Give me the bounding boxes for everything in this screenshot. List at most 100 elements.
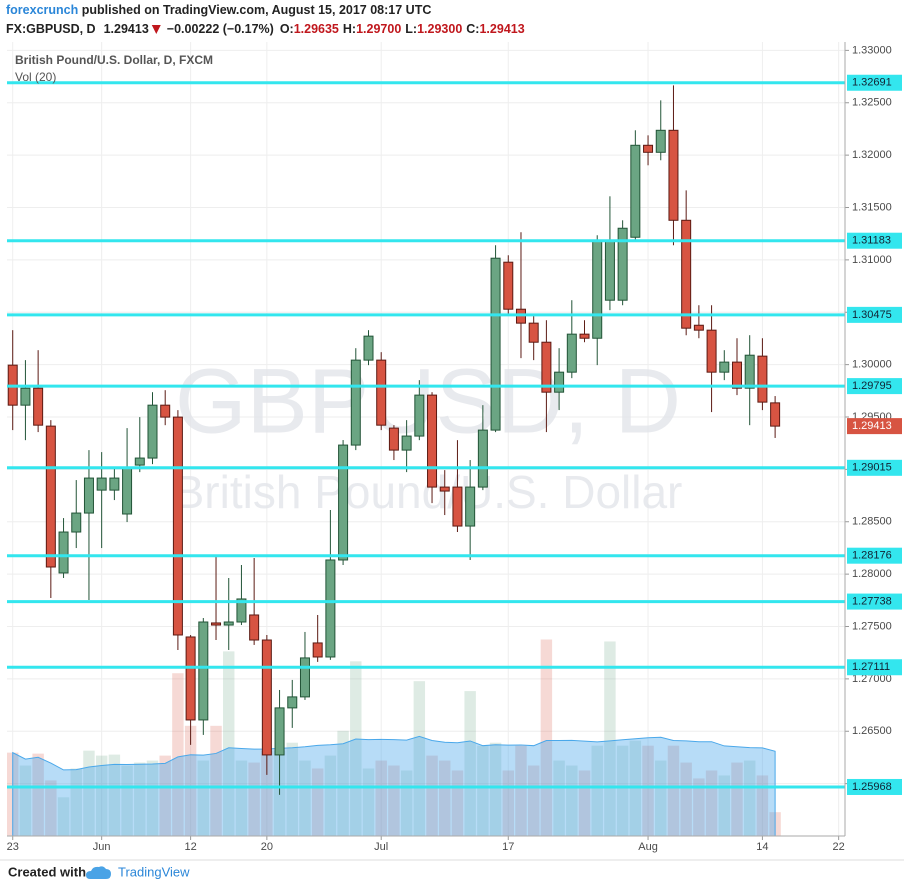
volume-bar (235, 760, 248, 836)
level-label: 1.31183 (852, 235, 891, 247)
header-line: forexcrunch published on TradingView.com… (6, 3, 431, 17)
volume-bar (70, 768, 82, 836)
level-label: 1.29795 (852, 380, 892, 392)
candle-body (681, 219, 692, 329)
ohlc-value: 1.29300 (417, 22, 462, 36)
volume-bar (680, 762, 692, 836)
y-tick-label: 1.32500 (852, 97, 892, 109)
candle-body (33, 387, 44, 426)
footer-brand[interactable]: TradingView (118, 864, 190, 879)
volume-bar (159, 755, 171, 836)
x-tick-label: Aug (638, 841, 658, 853)
volume-bar (83, 750, 95, 836)
volume-bar (604, 641, 616, 836)
candle-body (20, 387, 31, 406)
volume-bar (489, 742, 502, 836)
volume-bar (350, 661, 362, 836)
volume-bar (413, 681, 426, 836)
level-label: 1.25968 (852, 781, 892, 793)
candle-body (592, 239, 603, 339)
ohlc-value: 1.29413 (479, 22, 524, 36)
level-label: 1.28176 (852, 550, 892, 562)
x-tick-label: 22 (833, 841, 845, 853)
y-tick-label: 1.26500 (852, 725, 892, 737)
candle-body (172, 416, 183, 636)
candle-body (58, 531, 69, 574)
candle-body (312, 642, 323, 658)
legend-entry: British Pound/U.S. Dollar, D, FXCM (15, 53, 213, 67)
level-label-box (847, 74, 902, 91)
y-tick-label: 1.27000 (852, 673, 892, 685)
volume-bar (324, 755, 337, 836)
x-tick-label: Jun (93, 841, 111, 853)
candle-body (566, 333, 577, 373)
candle-body (452, 486, 463, 527)
volume-bar (146, 760, 159, 836)
down-arrow (151, 25, 161, 34)
y-tick-label: 1.31000 (852, 254, 892, 266)
volume-bar (197, 760, 210, 836)
candle-body (731, 361, 742, 389)
candle-body (198, 621, 209, 721)
volume-bar (261, 750, 273, 836)
candle-body (541, 341, 552, 393)
candle-body (757, 355, 768, 403)
candle-body (249, 614, 260, 641)
candle-body (185, 636, 196, 721)
candle-body (160, 404, 171, 418)
candle-body (350, 359, 361, 446)
change: −0.00222 (−0.17%) (167, 22, 274, 36)
candle-body (325, 559, 336, 658)
y-tick-label: 1.31500 (852, 201, 892, 213)
volume-bar (337, 730, 349, 836)
published: published on TradingView.com, August 15,… (82, 3, 432, 17)
candle-body (617, 227, 628, 301)
x-tick-label: 14 (756, 841, 768, 853)
candle-body (388, 427, 399, 451)
candle-body (465, 486, 476, 527)
candle-body (439, 486, 450, 492)
x-tick-label: 17 (502, 841, 514, 853)
volume-bar (439, 760, 451, 836)
candle-body (477, 429, 488, 488)
legend-entry: Vol (20) (15, 70, 56, 84)
level-label: 1.32691 (852, 77, 892, 89)
volume-bar (527, 765, 540, 836)
quote-line: FX:GBPUSD, D 1.29413 −0.00222 (−0.17%) O:1.… (6, 22, 525, 36)
candle-body (490, 257, 501, 431)
candle-body (719, 361, 730, 373)
candle-body (274, 707, 285, 756)
volume-bar (299, 760, 311, 836)
volume-bar (95, 755, 108, 836)
publisher[interactable]: forexcrunch (6, 3, 78, 17)
ohlc-label: H: (343, 22, 356, 36)
volume-bar (108, 754, 121, 836)
volume-bar (172, 673, 184, 836)
level-label-box (847, 378, 902, 395)
candle-body (503, 261, 514, 310)
candle-body (414, 394, 425, 437)
volume-bar (388, 765, 400, 836)
candle-body (363, 335, 374, 361)
volume-bar (311, 768, 324, 836)
level-label-box (847, 306, 902, 323)
symbol: FX:GBPUSD, D (6, 22, 96, 36)
candle-body (528, 322, 539, 343)
x-tick-label: 20 (261, 841, 273, 853)
brand-icon (86, 866, 111, 879)
volume-bar (655, 760, 667, 836)
level-label: 1.27738 (852, 595, 892, 607)
volume-bar (642, 745, 654, 836)
x-tick-label: Jul (374, 841, 388, 853)
volume-bar (45, 780, 57, 836)
volume-bar (502, 770, 514, 836)
volume-bar (134, 762, 146, 836)
candle-body (299, 657, 310, 698)
level-label-box (847, 459, 902, 476)
volume-bar (426, 755, 438, 836)
y-tick-label: 1.32000 (852, 149, 892, 161)
ohlc-value: 1.29635 (294, 22, 339, 36)
level-label: 1.30475 (852, 309, 892, 321)
last-price-box (847, 418, 902, 435)
